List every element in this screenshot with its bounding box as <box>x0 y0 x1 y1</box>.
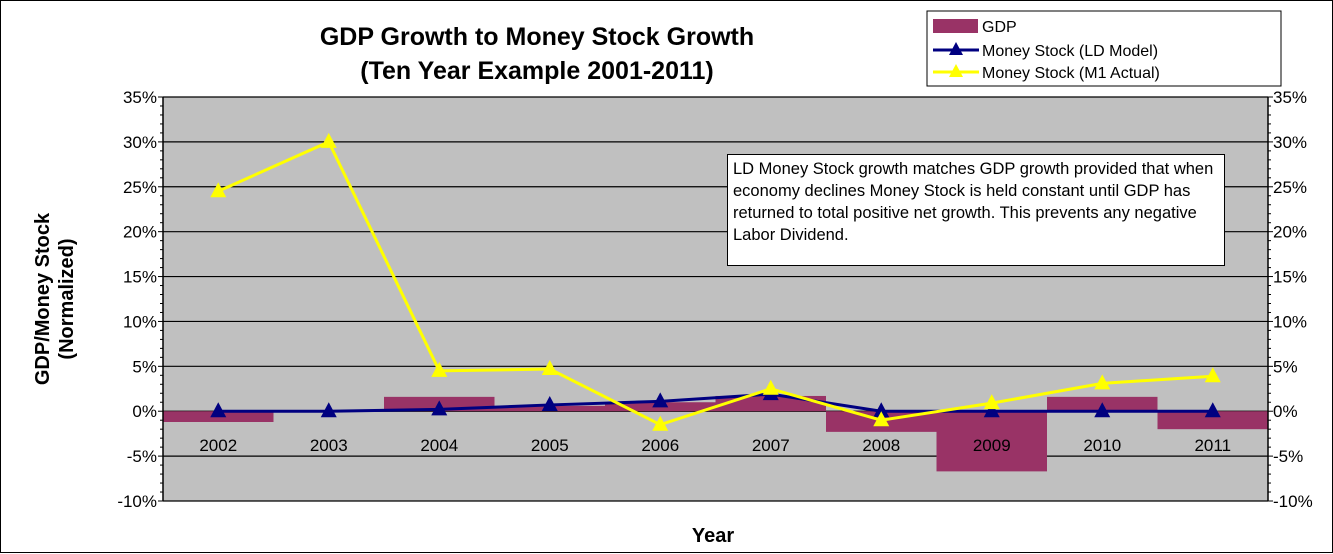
x-tick-label: 2010 <box>1083 436 1121 455</box>
y-tick-label-left: 10% <box>123 312 157 331</box>
ld-model-marker <box>1094 402 1111 418</box>
m1-actual-marker <box>541 360 558 376</box>
legend-m1-label: Money Stock (M1 Actual) <box>982 65 1160 82</box>
gdp-bar <box>936 411 1047 472</box>
y-tick-label-right: 25% <box>1273 178 1307 197</box>
x-tick-label: 2002 <box>199 436 237 455</box>
x-tick-label: 2011 <box>1194 436 1231 455</box>
y-tick-label-left: -10% <box>117 492 157 511</box>
x-tick-label: 2009 <box>973 436 1011 455</box>
m1-actual-line <box>217 139 1213 427</box>
y-tick-label-right: 20% <box>1273 223 1307 242</box>
legend: GDP Money Stock (LD Model) Money Stock (… <box>926 10 1282 87</box>
y-tick-label-left: -5% <box>127 447 157 466</box>
ld-model-marker <box>541 395 558 411</box>
y-tick-label-right: -10% <box>1273 492 1313 511</box>
y-tick-label-right: 5% <box>1273 357 1298 376</box>
m1-actual-marker <box>983 394 1000 410</box>
axes: -10% -10% -5% -5% 0% 0% 5% 5% 10% 10% 15% 15% 20% 20%… <box>117 88 1312 511</box>
ld-model-marker <box>210 402 227 418</box>
x-axis-title: Year <box>692 525 734 547</box>
legend-ld-marker <box>949 42 963 55</box>
m1-actual-marker <box>652 415 669 431</box>
x-tick-label: 2007 <box>752 436 790 455</box>
y-tick-label-left: 25% <box>123 178 157 197</box>
y-tick-label-right: 0% <box>1273 402 1298 421</box>
x-tick-label: 2006 <box>641 436 679 455</box>
y-tick-label-left: 15% <box>123 268 157 287</box>
legend-box <box>926 10 1282 87</box>
y-tick-label-right: 35% <box>1273 88 1307 107</box>
x-tick-label: 2003 <box>310 436 348 455</box>
y-axis-title-line-2: (Normalized) <box>56 238 78 359</box>
y-axis-title-line-1: GDP/Money Stock <box>32 212 54 385</box>
x-tick-label: 2004 <box>420 436 458 455</box>
legend-ld-label: Money Stock (LD Model) <box>982 43 1158 60</box>
x-tick-label: 2005 <box>531 436 569 455</box>
ld-model-marker <box>873 402 890 418</box>
ld-model-marker <box>983 402 1000 418</box>
ld-model-marker <box>320 402 337 418</box>
m1-actual-marker <box>431 361 448 377</box>
y-tick-label-right: 10% <box>1273 312 1307 331</box>
y-tick-label-left: 0% <box>132 402 157 421</box>
legend-gdp-swatch <box>933 19 978 33</box>
y-tick-label-right: -5% <box>1273 447 1303 466</box>
m1-actual-marker <box>762 379 779 395</box>
ld-model-marker <box>652 392 669 408</box>
ld-model-marker <box>1204 402 1221 418</box>
m1-actual-marker <box>873 411 890 427</box>
gdp-bar <box>1157 411 1268 430</box>
x-tick-label: 2008 <box>862 436 900 455</box>
legend-gdp-label: GDP <box>982 19 1017 36</box>
m1-actual-marker <box>1094 374 1111 390</box>
annotation-box: LD Money Stock growth matches GDP growth… <box>727 154 1225 266</box>
y-tick-label-right: 15% <box>1273 268 1307 287</box>
m1-actual-marker <box>320 132 337 148</box>
series-lines <box>210 132 1221 431</box>
m1-actual-marker <box>1204 367 1221 383</box>
ld-model-marker <box>431 400 448 416</box>
y-tick-label-right: 30% <box>1273 133 1307 152</box>
y-tick-label-left: 35% <box>123 88 157 107</box>
m1-actual-marker <box>210 182 227 198</box>
y-tick-label-left: 5% <box>132 357 157 376</box>
y-tick-label-left: 30% <box>123 133 157 152</box>
chart-title-line-1: GDP Growth to Money Stock Growth <box>320 23 754 51</box>
ld-model-line <box>218 392 1213 413</box>
chart-title-line-2: (Ten Year Example 2001-2011) <box>360 57 713 85</box>
y-tick-label-left: 20% <box>123 223 157 242</box>
legend-m1-marker <box>949 64 963 77</box>
